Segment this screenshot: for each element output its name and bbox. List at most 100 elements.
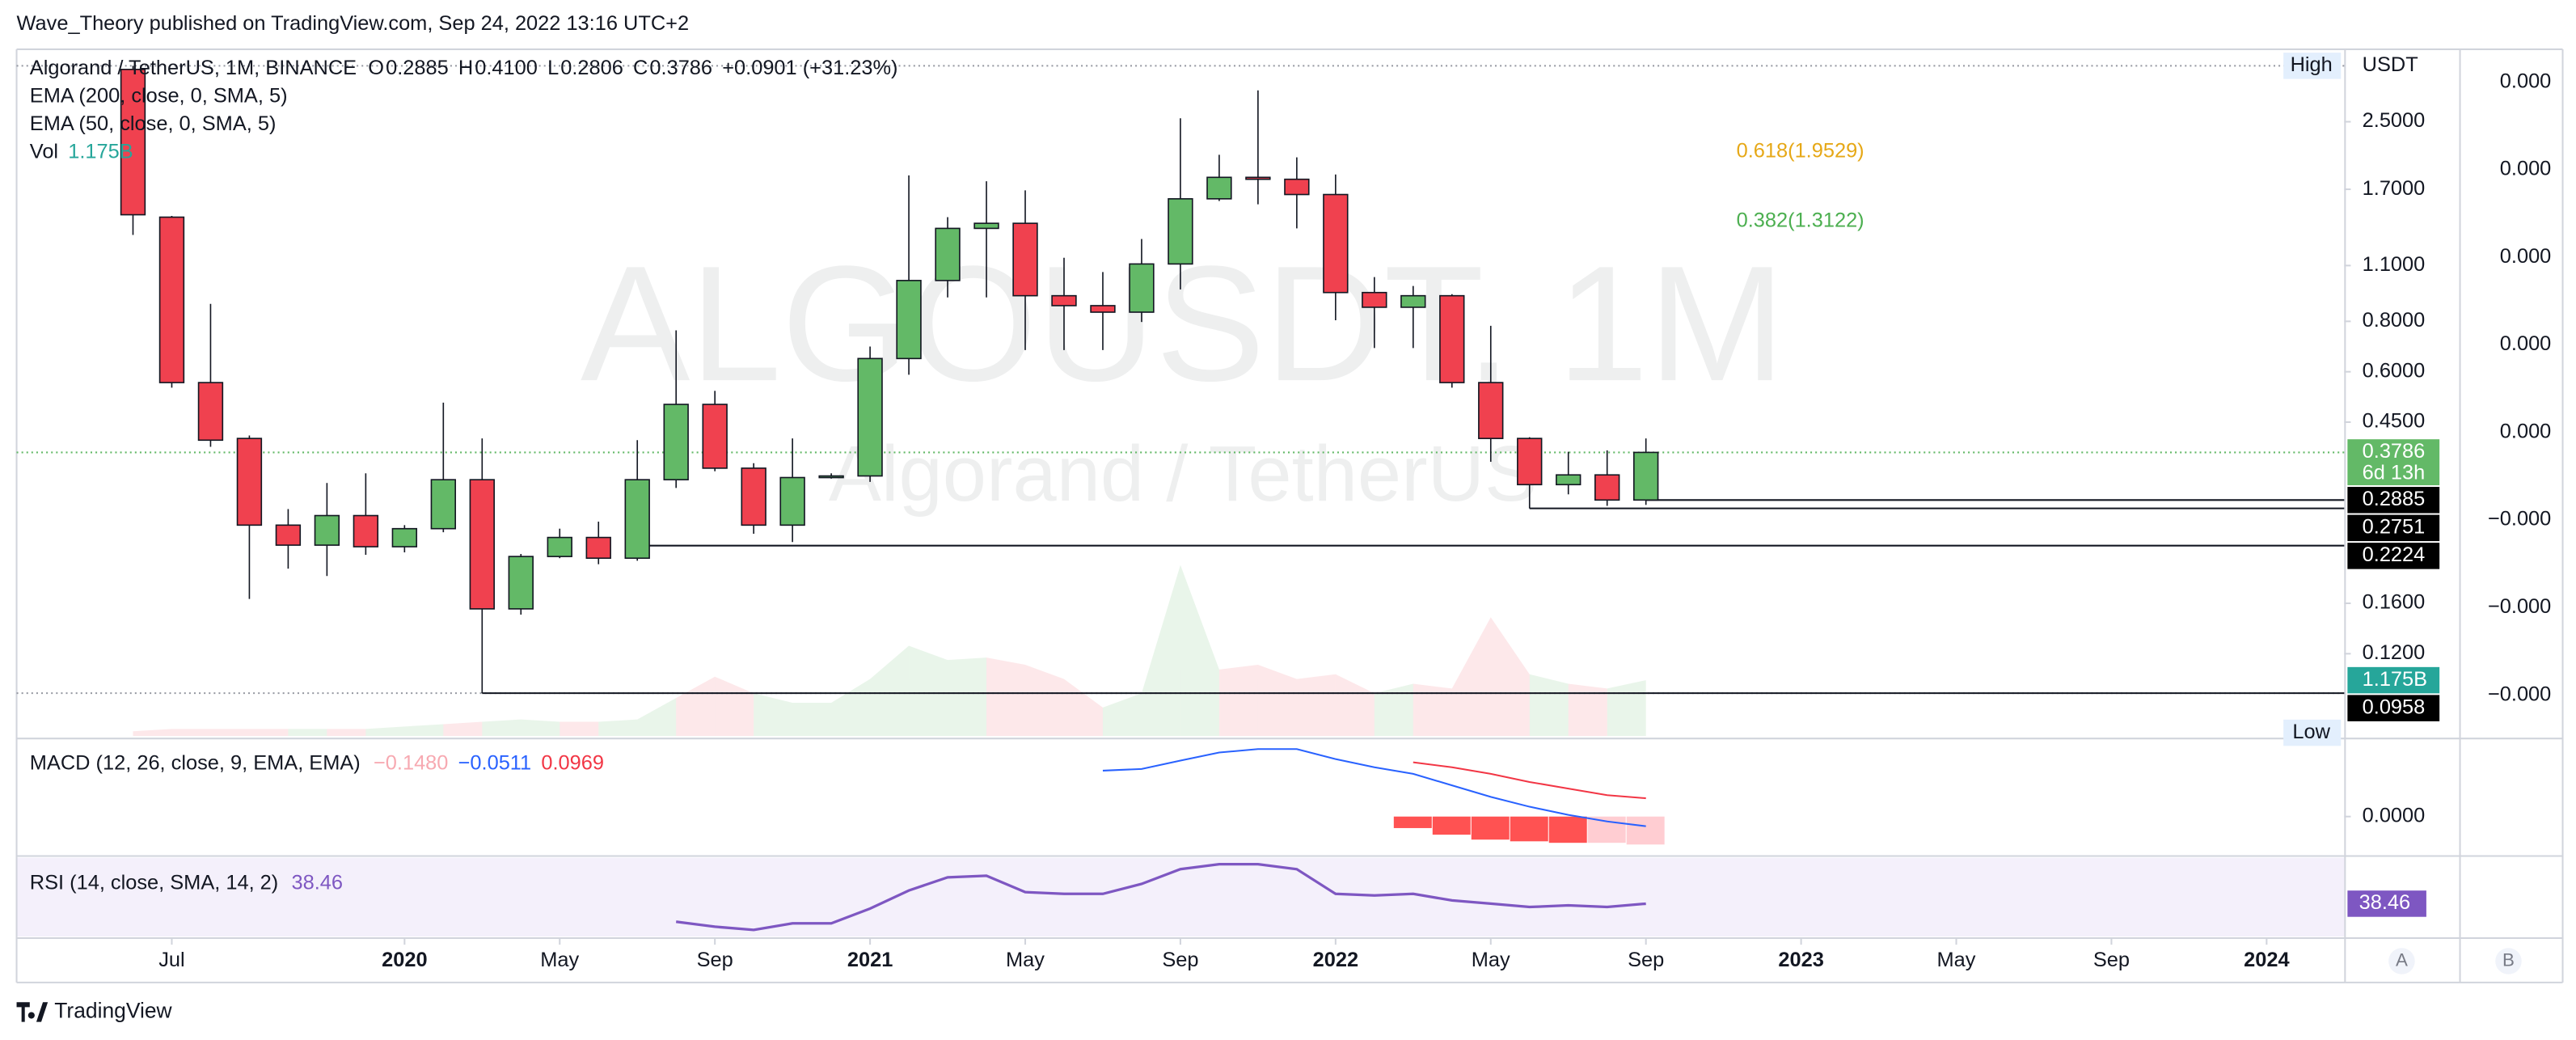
signal-line [1413,761,1646,800]
side-scale-label: 0.000 [2500,332,2552,355]
volume-area [1413,683,1452,737]
volume-area [288,729,327,737]
candle-body [779,476,805,526]
x-tick-label: Sep [697,949,733,971]
y-tick-label: 1.7000 [2363,177,2426,200]
candle-body [1439,294,1465,383]
candle-body [158,216,185,383]
legend-text: C [633,57,648,79]
axis-button-label: B [2502,949,2515,970]
macd-histogram-bar [1432,816,1471,835]
candle-body [585,536,611,560]
candle-body [896,280,922,360]
volume-box [2347,666,2440,694]
price-line-box [2347,543,2440,569]
legend-text: −0.0511 [458,751,532,774]
x-tick-label: May [1006,949,1045,971]
y-tick-label: 2.5000 [2363,109,2426,132]
legend-text: Algorand / TetherUS, 1M, BINANCE [30,57,357,79]
candle-body [1556,474,1581,486]
candle-body [275,524,302,546]
candle-body [1284,178,1310,196]
watermark: Algorand / TetherUS [829,429,1537,518]
logo-icon [16,1002,49,1022]
macd-histogram-bar [1393,816,1432,828]
axis-button[interactable]: B [2495,948,2522,974]
y-tick-label: 0.4500 [2363,410,2426,433]
price-line-label: 0.2751 [2363,516,2426,539]
legend-text: +0.0901 (+31.23%) [722,57,897,79]
x-tick-label: Sep [2093,949,2130,971]
macd-histogram-bar [1471,816,1510,840]
candle-body [1594,474,1620,501]
volume-axis-label: 1.175B [2363,668,2427,691]
volume-area [210,729,250,737]
volume-area [1218,665,1258,737]
volume-area [1296,674,1336,737]
candle-body [469,479,495,610]
side-scale-label: 0.000 [2500,420,2552,442]
macd-histogram-bar [1548,816,1587,843]
volume-area [870,645,910,737]
candle-body [663,404,689,480]
x-tick-label: Jul [158,949,184,971]
axis-button[interactable]: A [2388,948,2415,974]
macd-histogram-bar [1510,816,1548,842]
candle-body [1400,294,1426,308]
y-tick-label: 0.1600 [2363,591,2426,614]
volume-area [521,719,560,737]
legend-text: 0.3786 [649,57,712,79]
volume-area [365,726,405,737]
price-line-box [2347,695,2440,721]
x-tick-label: May [1472,949,1510,971]
candle-body [1051,294,1077,307]
legend-text: O [368,57,384,79]
candle-body [353,514,379,547]
candle-body [120,69,146,216]
candle-body [197,382,224,442]
legend-text: RSI (14, close, SMA, 14, 2) [30,872,278,894]
volume-area [1374,683,1413,737]
candle-body [1478,382,1504,439]
y-tick-label: 1.1000 [2363,253,2426,276]
x-tick-label: May [1937,949,1976,971]
volume-area [715,676,754,737]
volume-area [986,657,1026,737]
price-line-box [2347,514,2440,542]
candle-body [935,227,961,281]
side-scale-label: 0.000 [2500,70,2552,92]
tag-box [2283,53,2342,79]
legend-text: 38.46 [291,872,343,894]
last-price-box [2347,439,2440,486]
candle-body [236,438,263,526]
legend-text: 0.0969 [541,751,604,774]
candle-body [508,556,534,610]
candle-body [1206,176,1232,200]
candle-body [314,514,340,546]
side-scale-label: −0.000 [2488,683,2551,705]
x-tick-label: Sep [1628,949,1664,971]
rsi-line [675,862,1646,932]
volume-area [1490,617,1530,737]
axis-button-circle [2388,948,2415,974]
candle-body [1012,222,1038,297]
candle-body [702,404,728,469]
volume-area [1607,680,1646,737]
price-line-label: 0.0958 [2363,695,2426,718]
rsi-value-box [2347,890,2426,917]
candle-body [1129,263,1155,313]
volume-area [1529,674,1569,737]
price-line-box [2347,487,2440,514]
candle-body [857,357,883,477]
price-line-label: 0.2224 [2363,543,2426,566]
x-tick-label: 2022 [1313,949,1358,971]
volume-area [1025,665,1064,737]
macd-histogram-bar [1626,816,1665,845]
volume-area [676,676,716,737]
legend-text: L [547,57,559,79]
side-scale-label: 0.000 [2500,245,2552,268]
candle-body [818,475,844,479]
legend-text: 0.4100 [475,57,538,79]
side-scale-label: 0.000 [2500,158,2552,180]
